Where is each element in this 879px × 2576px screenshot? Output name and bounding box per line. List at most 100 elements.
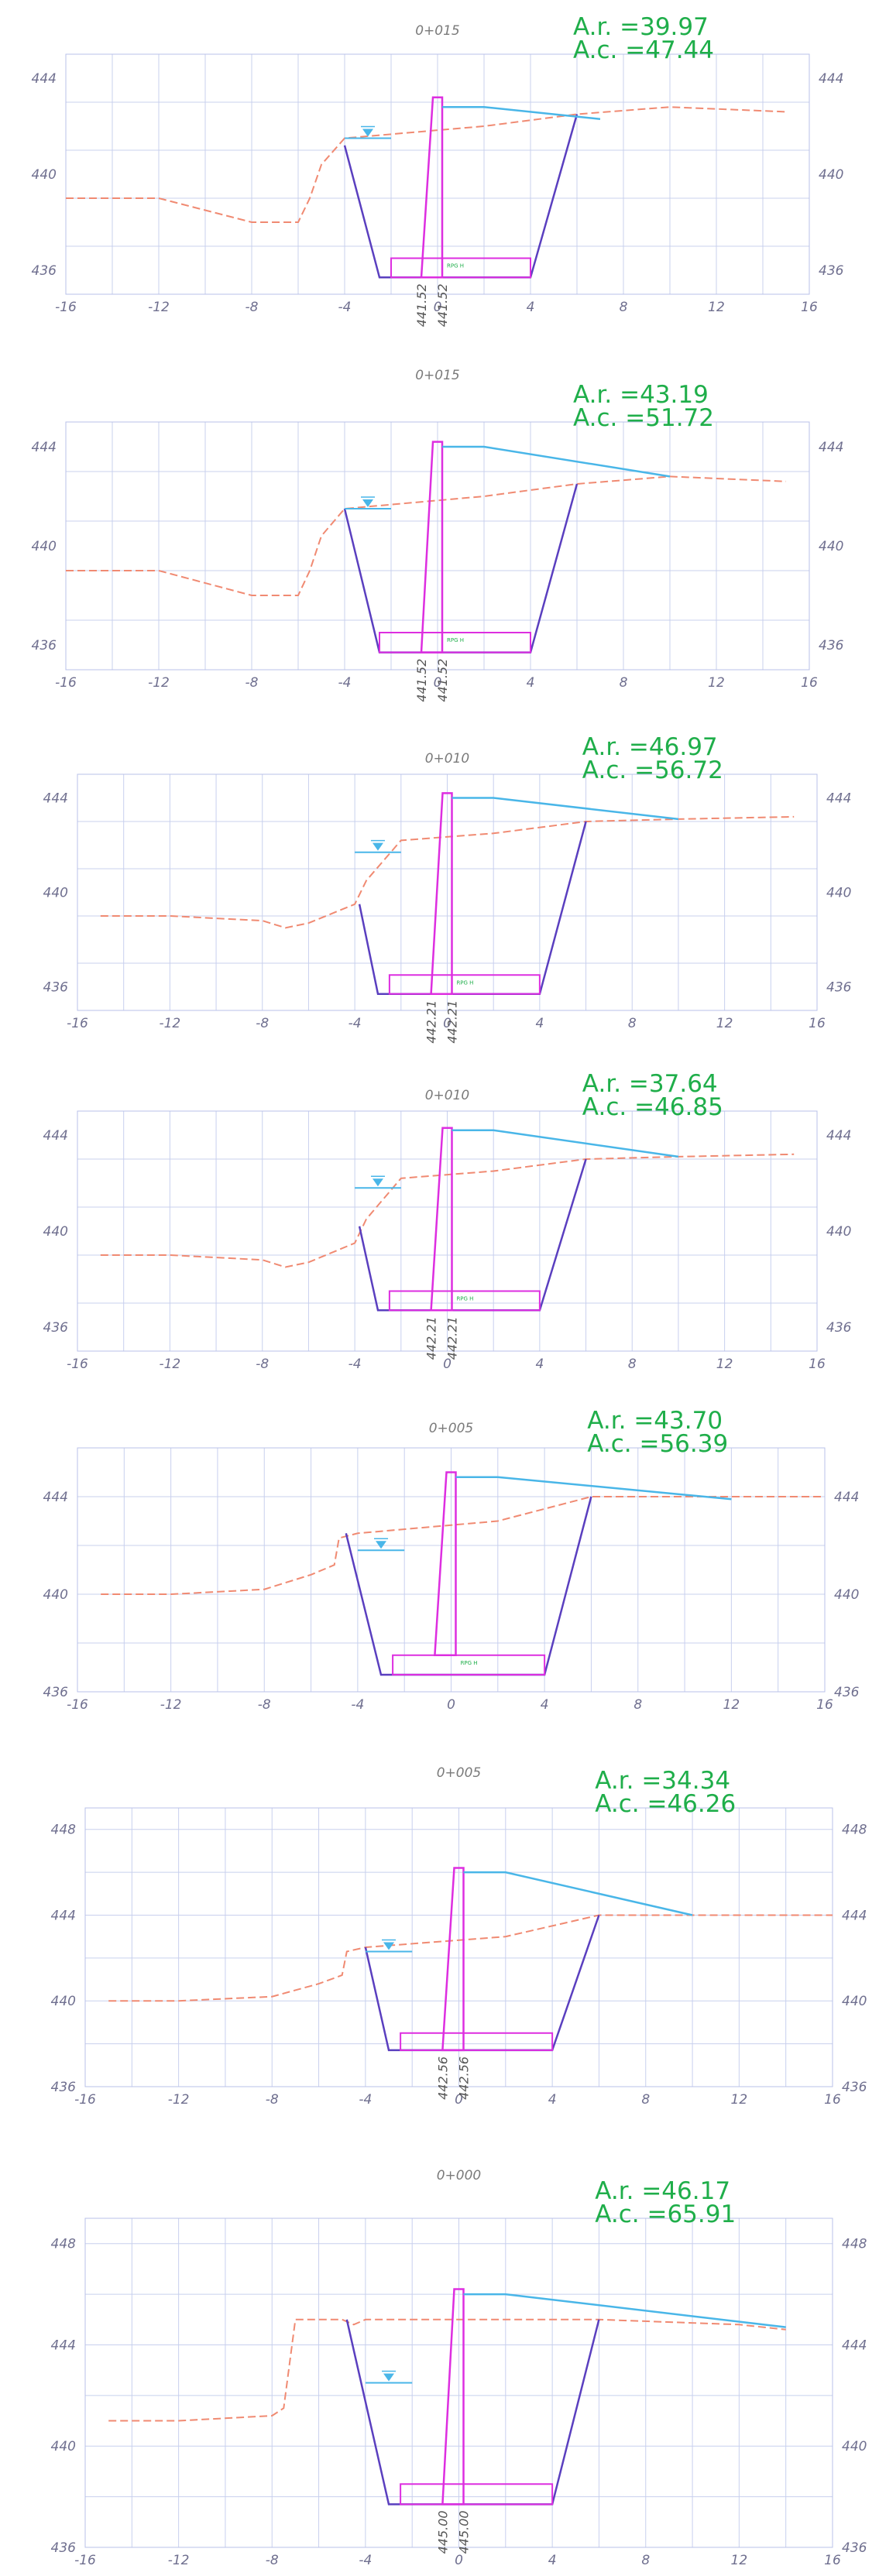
retaining-wall [441,2288,465,2506]
top-of-wall-line [455,1476,732,1501]
x-tick-label: 8 [628,1357,637,1372]
retaining-wall [430,792,453,995]
water-level-triangle-icon [383,2373,395,2382]
area-ac-label: A.c. =56.39 [587,1430,728,1458]
x-tick-label: 4 [535,1357,544,1372]
water-level-triangle-icon [376,1541,387,1549]
x-tick-label: 16 [816,1697,833,1713]
water-level-triangle-icon [362,499,373,507]
cross-section-panel: 0+005 -16 -12 -8 -4 0 4 8 12 16 448 448 444 444 440 440… [51,1765,867,2108]
x-tick-label: -16 [67,1357,88,1372]
y-tick-label-right: 440 [842,1994,867,2009]
x-tick-label: 0 [447,1697,455,1713]
x-tick-label: 4 [541,1697,549,1713]
cross-section-panel: 0+010 -16 -12 -8 -4 0 4 8 12 16 444 444 440 440 436 436… [43,733,852,1044]
x-tick-label: 0 [455,2092,463,2108]
panel-frame [84,1807,833,2087]
y-tick-label-left: 444 [32,440,57,455]
x-tick-label: -16 [74,2553,96,2568]
base-slab [400,2032,554,2051]
level-label: 441.52 [414,659,429,702]
y-tick-label-left: 440 [43,1587,68,1603]
y-tick-label-left: 436 [43,980,69,996]
x-tick-label: -12 [159,1357,180,1372]
excavation-outline [345,2319,600,2506]
y-tick-label-right: 436 [842,2540,867,2556]
y-tick-label-right: 436 [819,263,844,279]
x-tick-label: -4 [351,1697,364,1713]
y-tick-label-left: 444 [51,1908,76,1923]
x-tick-label: 0 [455,2553,463,2568]
y-tick-label-left: 440 [51,2439,76,2454]
base-slab [388,1290,541,1312]
area-ar-label: A.r. =39.97 [573,13,709,41]
x-tick-label: 12 [723,1697,740,1713]
area-ac-label: A.c. =56.72 [582,756,723,784]
retaining-wall [434,1471,457,1657]
area-ac-label: A.c. =46.26 [595,1790,736,1818]
top-of-wall-line [452,797,679,821]
area-ar-label: A.r. =34.34 [595,1767,730,1795]
panel-frame [77,773,818,1011]
retaining-wall [420,441,444,653]
level-label: 441.52 [414,283,429,327]
level-label: 441.52 [435,283,450,327]
retaining-wall [441,1867,465,2052]
x-tick-label: 0 [434,300,442,315]
y-tick-label-right: 440 [826,1224,851,1240]
x-tick-label: 16 [824,2092,841,2108]
base-label: RPG H [447,637,464,643]
x-tick-label: -4 [349,1357,362,1372]
x-tick-label: -16 [55,675,77,691]
y-tick-label-right: 440 [819,167,843,183]
area-ar-label: A.r. =43.19 [573,381,709,409]
top-of-wall-line [442,445,671,478]
y-tick-label-right: 444 [834,1490,859,1505]
y-tick-label-right: 440 [834,1587,859,1603]
x-tick-label: 8 [633,1697,642,1713]
level-label: 445.00 [457,2510,472,2554]
area-ar-label: A.r. =43.70 [587,1407,723,1435]
x-tick-label: -4 [338,300,352,315]
station-title: 0+005 [429,1421,474,1436]
base-slab [379,632,531,653]
base-slab [392,1654,546,1676]
y-tick-label-left: 436 [32,263,57,279]
x-tick-label: 16 [809,1016,826,1031]
x-tick-label: 16 [801,675,818,691]
y-tick-label-right: 444 [826,791,851,807]
x-tick-label: 0 [443,1016,452,1031]
x-tick-label: 0 [443,1357,452,1372]
station-title: 0+005 [437,1765,482,1781]
y-tick-label-right: 448 [842,1823,867,1838]
water-level-triangle-icon [372,842,383,851]
station-title: 0+015 [415,23,460,39]
panel-frame [77,1447,826,1693]
base-slab [400,2483,554,2506]
x-tick-label: -4 [349,1016,362,1031]
x-tick-label: -8 [266,2092,279,2108]
retaining-wall [430,1127,453,1312]
x-tick-label: -4 [338,675,352,691]
x-tick-label: 8 [620,300,628,315]
x-tick-label: -4 [359,2092,372,2108]
top-of-wall-line [442,105,601,120]
y-tick-label-left: 440 [32,167,57,183]
y-tick-label-right: 444 [842,1908,867,1923]
x-tick-label: -8 [246,675,259,691]
x-tick-label: 12 [716,1016,733,1031]
x-tick-label: -16 [74,2092,96,2108]
y-tick-label-left: 440 [43,1224,68,1240]
panel-frame [77,1110,818,1352]
y-tick-label-right: 444 [819,71,843,87]
x-tick-label: -8 [258,1697,271,1713]
ground-profile [66,475,787,596]
level-label: 442.21 [445,1316,459,1360]
x-tick-label: -12 [168,2092,190,2108]
x-tick-label: 16 [809,1357,826,1372]
base-slab [390,257,531,279]
y-tick-label-right: 436 [834,1685,860,1700]
retaining-wall [420,96,444,279]
cross-section-panel: 0+010 -16 -12 -8 -4 0 4 8 12 16 444 444 440 440 436 436… [43,1070,852,1372]
